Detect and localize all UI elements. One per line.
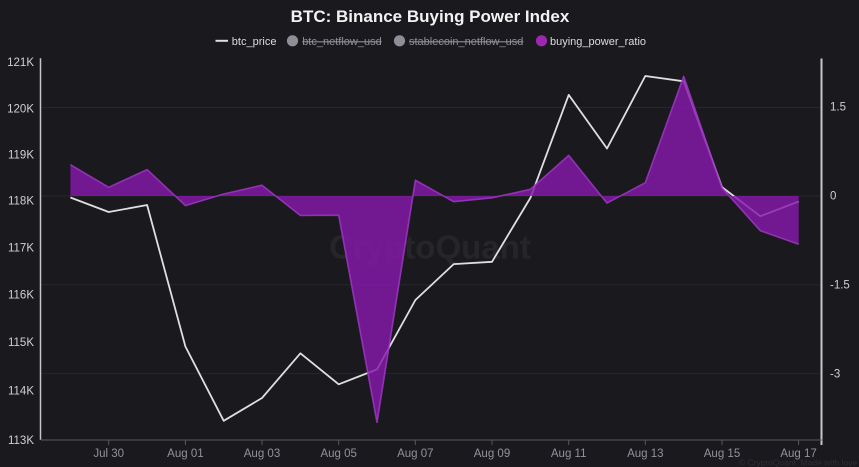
svg-text:120K: 120K [7,103,34,115]
svg-text:117K: 117K [8,243,34,255]
svg-text:© CryptoQuant. Made with love: © CryptoQuant. Made with love [739,458,858,467]
svg-text:btc_netflow_usd: btc_netflow_usd [302,36,382,48]
svg-text:1.5: 1.5 [830,102,846,114]
svg-text:116K: 116K [8,290,34,302]
svg-text:buying_power_ratio: buying_power_ratio [550,36,646,48]
svg-text:stablecoin_netflow_usd: stablecoin_netflow_usd [409,36,523,48]
svg-text:Aug 13: Aug 13 [627,448,663,460]
svg-text:-3: -3 [830,369,840,381]
svg-text:0: 0 [830,191,836,203]
svg-text:btc_price: btc_price [232,36,277,48]
svg-text:113K: 113K [8,435,34,447]
svg-text:115K: 115K [8,337,34,349]
svg-text:Jul 30: Jul 30 [93,448,124,460]
svg-text:-1.5: -1.5 [830,280,850,292]
svg-text:121K: 121K [7,57,34,69]
svg-text:119K: 119K [8,149,34,161]
svg-text:Aug 05: Aug 05 [320,448,356,460]
svg-text:Aug 01: Aug 01 [167,448,203,460]
svg-text:Aug 17: Aug 17 [780,448,816,460]
svg-text:BTC: Binance Buying Power Inde: BTC: Binance Buying Power Index [291,7,570,26]
svg-text:Aug 15: Aug 15 [704,448,740,460]
svg-text:Aug 07: Aug 07 [397,448,433,460]
svg-text:Aug 09: Aug 09 [474,448,510,460]
svg-text:Aug 11: Aug 11 [551,448,587,460]
svg-text:114K: 114K [8,386,34,398]
svg-text:Aug 03: Aug 03 [244,448,280,460]
svg-text:118K: 118K [8,196,34,208]
